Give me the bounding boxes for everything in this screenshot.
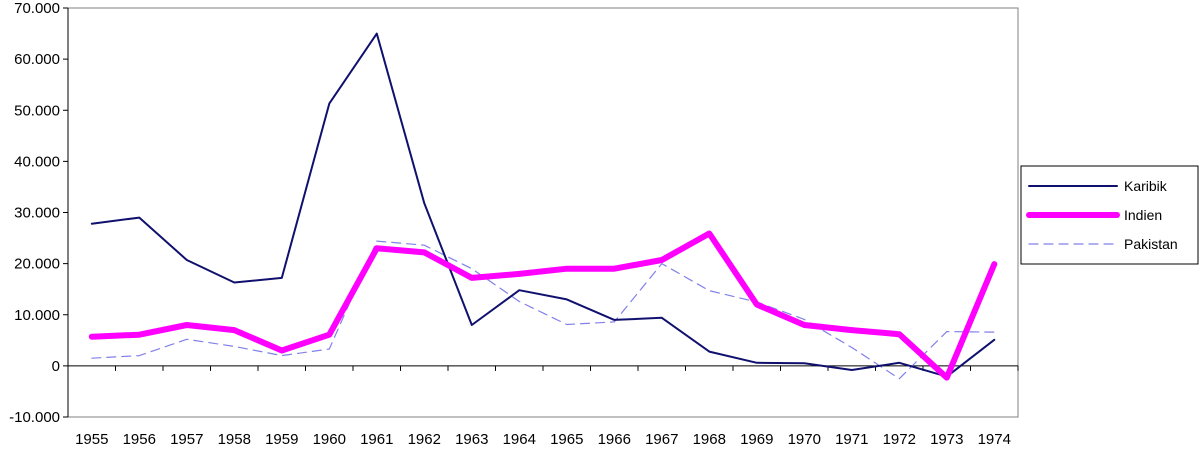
x-tick-label: 1973 bbox=[930, 431, 963, 448]
x-tick-label: 1964 bbox=[503, 431, 536, 448]
y-tick-label: 60.000 bbox=[14, 51, 60, 68]
y-tick-label: 0 bbox=[52, 358, 60, 375]
x-tick-label: 1955 bbox=[75, 431, 108, 448]
legend: Karibik Indien Pakistan bbox=[1020, 165, 1199, 265]
series-line-pakistan bbox=[91, 240, 995, 380]
y-tick-label: 30.000 bbox=[14, 205, 60, 222]
axes-layer: -10.000 0 10.000 20.000 30.000 40.000 50.000 60… bbox=[9, 0, 1019, 448]
x-tick-label: 1961 bbox=[360, 431, 393, 448]
x-tick-label: 1974 bbox=[978, 431, 1011, 448]
x-tick-label: 1967 bbox=[645, 431, 678, 448]
series-line-karibik bbox=[90, 32, 996, 378]
x-tick-label: 1965 bbox=[550, 431, 583, 448]
x-tick-label: 1971 bbox=[835, 431, 868, 448]
x-tick-label: 1958 bbox=[218, 431, 251, 448]
x-tick-label: 1956 bbox=[123, 431, 156, 448]
x-tick-label: 1970 bbox=[788, 431, 821, 448]
series-line-indien bbox=[88, 230, 998, 381]
legend-label-pakistan: Pakistan bbox=[1124, 236, 1178, 252]
y-tick-label: -10.000 bbox=[9, 409, 60, 426]
x-tick-label: 1972 bbox=[883, 431, 916, 448]
x-tick-label: 1969 bbox=[740, 431, 773, 448]
y-tick-label: 70.000 bbox=[14, 0, 60, 17]
y-tick-label: 10.000 bbox=[14, 307, 60, 324]
legend-label-indien: Indien bbox=[1124, 207, 1162, 223]
x-tick-label: 1963 bbox=[455, 431, 488, 448]
y-tick-label: 50.000 bbox=[14, 102, 60, 119]
x-tick-label: 1968 bbox=[693, 431, 726, 448]
plot-area bbox=[67, 7, 1019, 418]
series-layer bbox=[88, 32, 998, 381]
legend-label-karibik: Karibik bbox=[1124, 178, 1168, 194]
x-tick-label: 1960 bbox=[313, 431, 346, 448]
x-tick-label: 1957 bbox=[170, 431, 203, 448]
x-tick-label: 1959 bbox=[265, 431, 298, 448]
y-tick-label: 40.000 bbox=[14, 153, 60, 170]
y-tick-label: 20.000 bbox=[14, 256, 60, 273]
x-tick-label: 1966 bbox=[598, 431, 631, 448]
x-tick-label: 1962 bbox=[408, 431, 441, 448]
